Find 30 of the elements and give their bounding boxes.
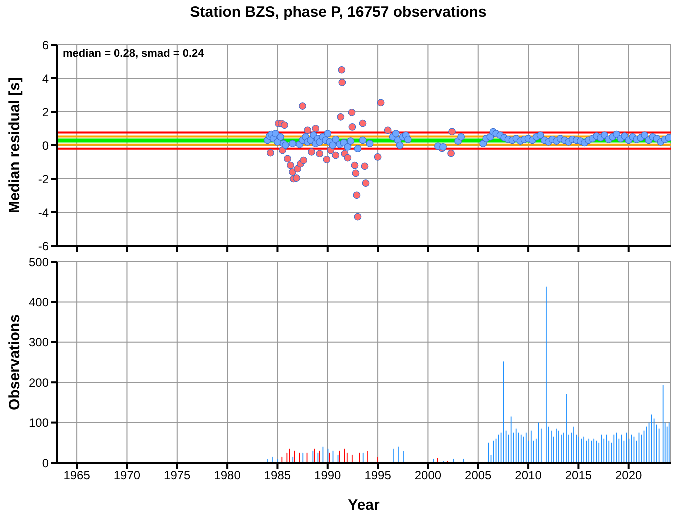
y-tick-label: 400 — [28, 295, 50, 310]
x-tick-label: 1975 — [164, 468, 192, 483]
x-tick-label: 2015 — [565, 468, 592, 483]
y-tick-label: -2 — [38, 172, 50, 186]
x-tick-label: 2020 — [616, 468, 643, 483]
x-tick-label: 1985 — [264, 468, 292, 483]
y-tick-label: -6 — [38, 239, 50, 254]
x-tick-label: 1980 — [214, 468, 242, 483]
x-tick-label: 2005 — [465, 468, 492, 483]
annotation: median = 0.28, smad = 0.24 — [63, 48, 204, 60]
x-tick-label: 2010 — [515, 468, 542, 483]
x-axis-title: Year — [348, 497, 380, 511]
y-tick-label: 6 — [42, 38, 50, 52]
x-tick-label: 1990 — [314, 468, 342, 483]
y-tick-label: 2 — [42, 105, 50, 120]
x-tick-label: 2000 — [414, 468, 442, 483]
y-tick-label: 4 — [42, 72, 50, 86]
x-tick-label: 1995 — [364, 468, 392, 483]
y-tick-label: 300 — [28, 336, 50, 350]
y-tick-label: 0 — [42, 456, 50, 470]
x-tick-label: 1970 — [114, 468, 141, 483]
y-tick-label: 100 — [28, 416, 50, 430]
y-tick-label: 500 — [28, 255, 50, 270]
x-tick-label: 1965 — [64, 468, 91, 483]
y-tick-label: 0 — [42, 138, 50, 153]
y-axis-title: Median residual [s] — [6, 78, 24, 214]
chart-title: Station BZS, phase P, 16757 observations — [189, 4, 488, 21]
y-axis-title: Observations — [6, 314, 24, 410]
y-tick-label: 200 — [28, 376, 50, 390]
y-tick-label: -4 — [38, 206, 50, 220]
